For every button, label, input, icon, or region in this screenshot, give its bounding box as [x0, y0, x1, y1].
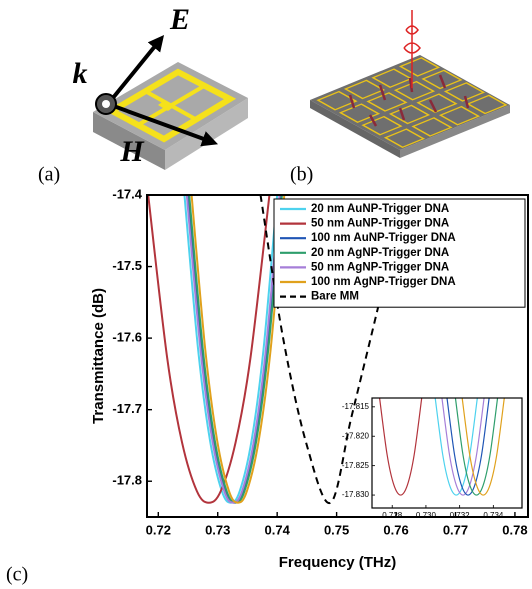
legend-label: 100 nm AgNP-Trigger DNA: [311, 276, 456, 288]
y-tick-label: -17.7: [112, 401, 142, 416]
panel-label: (c): [6, 564, 28, 586]
x-tick-label: 0.730: [416, 511, 437, 520]
legend-label: 100 nm AuNP-Trigger DNA: [311, 232, 456, 244]
y-tick-label: -17.5: [112, 258, 142, 273]
illustration-b: [310, 10, 510, 158]
panel-label: (b): [290, 164, 313, 186]
vector-label: H: [119, 135, 145, 168]
y-axis-label: Transmittance (dB): [90, 288, 107, 424]
legend-label: Bare MM: [311, 291, 359, 303]
legend-label: 50 nm AuNP-Trigger DNA: [311, 218, 449, 230]
y-tick-label: -17.6: [112, 330, 142, 345]
vector-label: E: [169, 3, 190, 36]
legend-label: 20 nm AgNP-Trigger DNA: [311, 247, 449, 259]
x-tick-label: 0.732: [450, 511, 471, 520]
y-tick-label: -17.8: [112, 473, 142, 488]
legend-label: 50 nm AgNP-Trigger DNA: [311, 261, 449, 273]
illustration-a: k E H: [73, 3, 249, 170]
y-tick-label: -17.825: [342, 461, 370, 470]
panel-label: (a): [38, 164, 60, 186]
x-tick-label: 0.75: [324, 522, 349, 537]
x-tick-label: 0.73: [205, 522, 230, 537]
y-tick-label: -17.815: [342, 402, 370, 411]
x-tick-label: 0.74: [265, 522, 291, 537]
vector-label: k: [73, 57, 88, 90]
x-tick-label: 0.734: [483, 511, 504, 520]
legend-label: 20 nm AuNP-Trigger DNA: [311, 203, 449, 215]
legend: 20 nm AuNP-Trigger DNA 50 nm AuNP-Trigger…: [274, 199, 525, 307]
x-tick-label: 0.76: [383, 522, 408, 537]
x-tick-label: 0.77: [443, 522, 468, 537]
plot-area: [372, 398, 522, 508]
x-tick-label: 0.72: [146, 522, 171, 537]
x-tick-label: 0.78: [502, 522, 527, 537]
y-tick-label: -17.830: [342, 490, 370, 499]
x-axis-label: Frequency (THz): [279, 554, 397, 571]
y-tick-label: -17.4: [112, 186, 142, 201]
x-tick-label: 0.728: [382, 511, 403, 520]
y-tick-label: -17.820: [342, 431, 370, 440]
figure: k E H (a) (b) (c) 0.72 0.73 0.74 0.75 0.76 0.…: [0, 0, 532, 589]
